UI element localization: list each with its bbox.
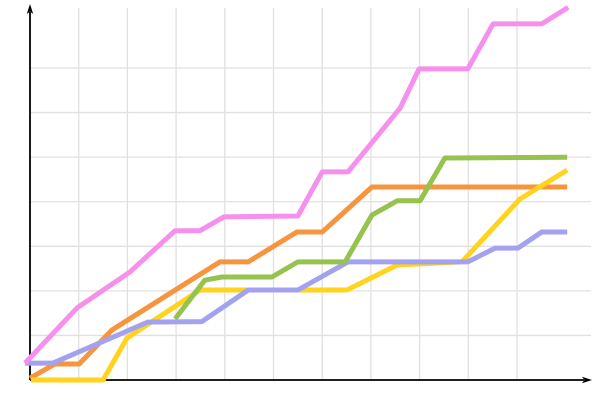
series-line-gold — [31, 167, 569, 383]
axes — [26, 4, 592, 384]
series-lines — [23, 5, 570, 383]
series-line-periwinkle — [25, 229, 568, 366]
x-axis-arrow-icon — [582, 376, 592, 384]
series-line-orange — [28, 184, 568, 381]
series-line-yellow-green — [173, 154, 568, 321]
y-axis-arrow-icon — [26, 4, 34, 14]
series-line-violet — [23, 5, 570, 365]
